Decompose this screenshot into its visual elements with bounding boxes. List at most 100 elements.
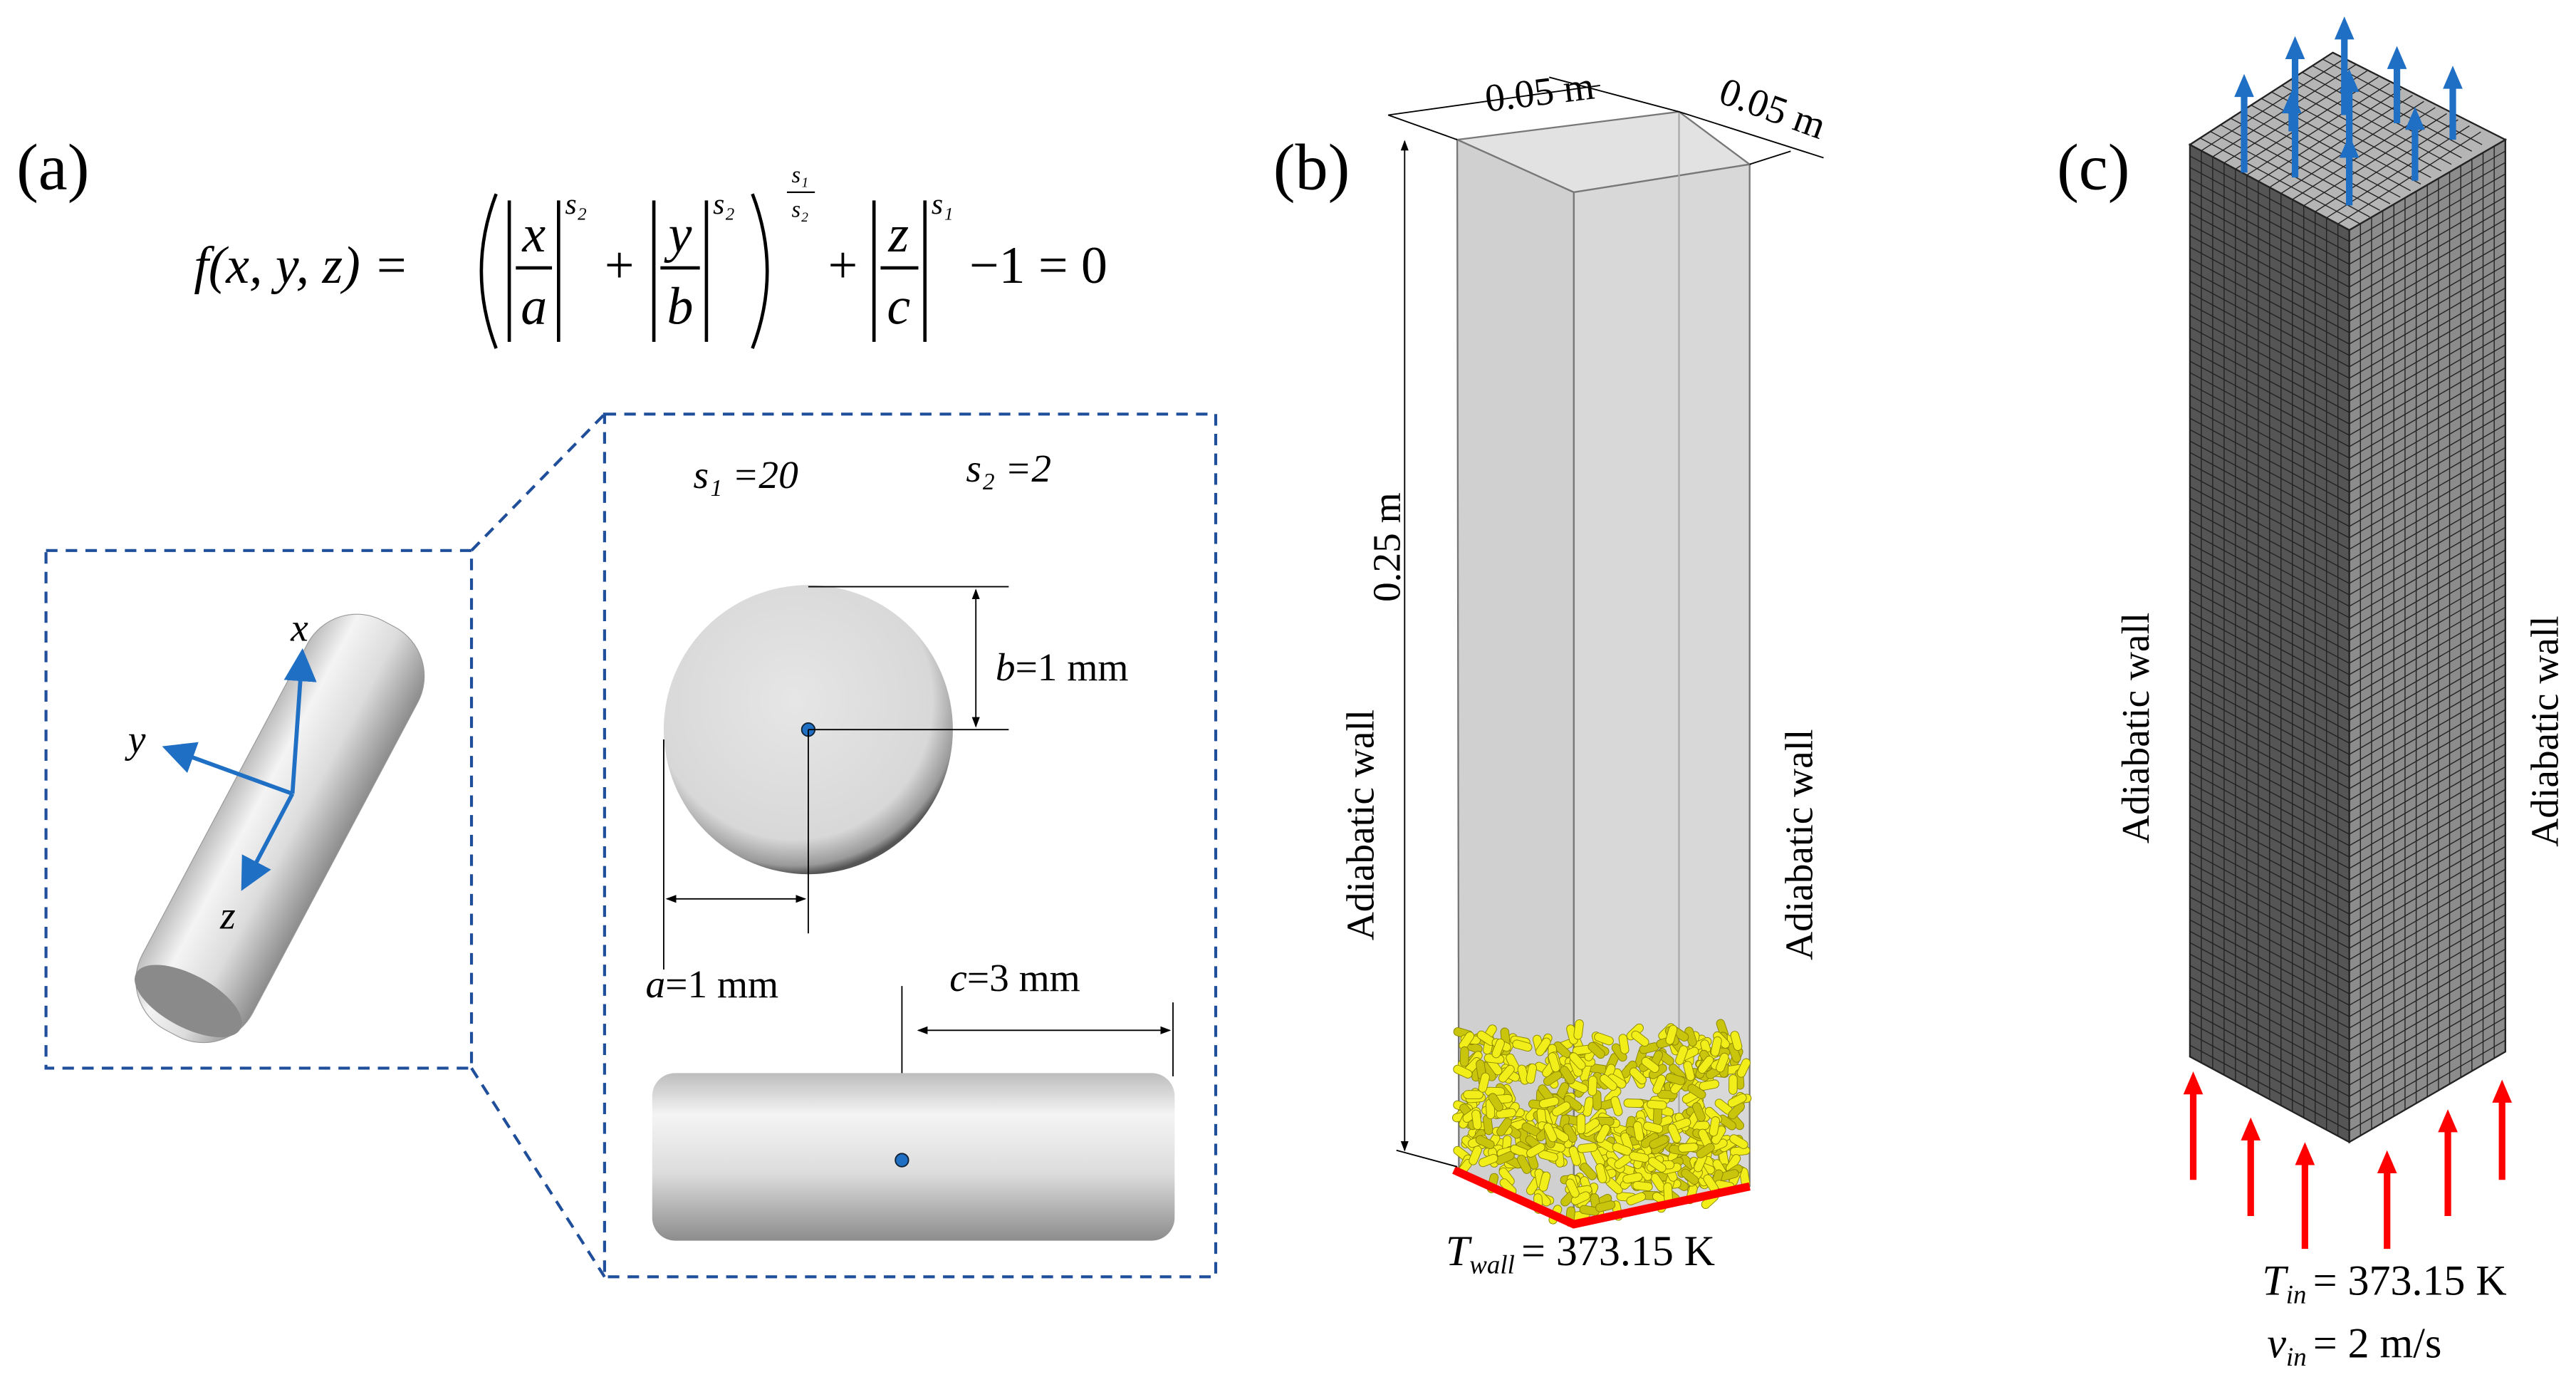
particle [1478, 1072, 1490, 1093]
zoom-box [44, 412, 1218, 1279]
center-dot [895, 1153, 909, 1168]
var: b [996, 645, 1016, 689]
text: = 2 m/s [2313, 1319, 2441, 1366]
mesh-line [2189, 440, 2350, 527]
mesh-line [2349, 481, 2506, 573]
subscript: in [2286, 1279, 2307, 1309]
particle [1471, 1109, 1482, 1131]
mesh-line [2349, 526, 2506, 618]
mesh-line [2349, 743, 2506, 835]
particle [1696, 1143, 1715, 1158]
mesh-line [2349, 880, 2506, 972]
mesh-line [2349, 549, 2506, 641]
dimension-label: 0.05 m [1483, 63, 1597, 120]
eq-var: c [887, 276, 910, 335]
eq-var: y [664, 204, 692, 263]
mesh-line [2189, 987, 2350, 1074]
particle [1580, 1163, 1597, 1180]
mesh-line [2315, 119, 2458, 212]
particle [1488, 1093, 1503, 1112]
mesh-line [2189, 680, 2350, 767]
var: c [949, 956, 967, 999]
mesh-line [2349, 390, 2506, 482]
particle [1498, 1064, 1515, 1083]
mesh-line [2189, 258, 2350, 345]
subscript: wall [1469, 1250, 1515, 1279]
equation: f(x, y, z) = x a y b z c s₂ s₂ s₁ s₂ s₁ … [194, 162, 1107, 349]
eq-exp: s₂ [713, 187, 735, 220]
particle [1569, 1052, 1586, 1070]
mesh-line [2349, 732, 2506, 824]
mesh-line [2189, 338, 2350, 425]
mesh-line [2349, 925, 2506, 1017]
particle [1512, 1039, 1533, 1052]
mesh-line [2349, 207, 2506, 299]
eq-op: + [605, 236, 635, 294]
mesh-line [2349, 241, 2506, 333]
mesh-line [2349, 412, 2506, 504]
mesh-line [2246, 83, 2390, 176]
arrow-head [2377, 1150, 2397, 1174]
mesh-line [2189, 794, 2350, 880]
mesh-line [2349, 903, 2506, 994]
axis-label: x [290, 606, 308, 650]
mesh-line [2349, 333, 2506, 425]
mesh-line [2349, 663, 2506, 755]
mesh-line [2349, 971, 2506, 1063]
wall-label: Adiabatic wall [1338, 710, 1382, 940]
particle [1526, 1063, 1537, 1084]
mesh-line [2189, 224, 2350, 311]
eq-rhs: −1 = 0 [969, 236, 1107, 294]
mesh-line [2349, 709, 2506, 801]
particle [1675, 1045, 1689, 1065]
mesh-line [2349, 344, 2506, 436]
mesh-line [2189, 885, 2350, 972]
arrow-head [2492, 1079, 2513, 1103]
shape-param: s₁ =20 [693, 453, 798, 497]
mesh-line [2189, 851, 2350, 937]
mesh-line [2349, 948, 2506, 1040]
arrow-head [2234, 73, 2254, 98]
mesh-line [2189, 429, 2350, 516]
mesh-line [2189, 816, 2350, 903]
mesh-line [2189, 246, 2350, 333]
arrow-head [2295, 1142, 2315, 1165]
mesh-line [2189, 919, 2350, 1006]
mesh-line [2189, 566, 2350, 653]
mesh-line [2189, 645, 2350, 732]
particle [1728, 1101, 1745, 1120]
particle [1552, 1101, 1571, 1117]
mesh-line [2349, 1005, 2506, 1097]
particle [1538, 1096, 1560, 1108]
mesh-line [2349, 378, 2506, 470]
particle-3d [135, 613, 425, 1044]
particle [1517, 1155, 1532, 1174]
mesh-line [2349, 355, 2506, 447]
wall-label: Adiabatic wall [1777, 729, 1820, 960]
particle [1587, 1075, 1597, 1096]
eq-exp: s₂ [791, 196, 808, 222]
particle [1496, 1118, 1512, 1136]
mesh-line [2189, 486, 2350, 573]
mesh-line [2349, 766, 2506, 858]
mesh-line [2189, 828, 2350, 915]
var: a [646, 962, 666, 1006]
particle [1560, 1066, 1575, 1085]
mesh-line [2189, 292, 2350, 379]
mesh-line [2189, 531, 2350, 618]
mesh-line [2189, 509, 2350, 596]
mesh-line [2189, 634, 2350, 721]
particle [1475, 1135, 1495, 1150]
mesh-line [2189, 372, 2350, 459]
mesh-line [2349, 230, 2506, 322]
particle [1716, 1052, 1729, 1073]
arrow-head [2241, 1117, 2261, 1141]
mesh-line [2189, 1033, 2350, 1120]
mesh-line [2349, 754, 2506, 846]
axes-arrows [162, 648, 317, 891]
particle [1647, 1099, 1667, 1110]
mesh-line [2189, 976, 2350, 1063]
wall-label: Adiabatic wall [2523, 615, 2567, 846]
mesh-line [2349, 298, 2506, 390]
mesh-line [2189, 155, 2350, 242]
